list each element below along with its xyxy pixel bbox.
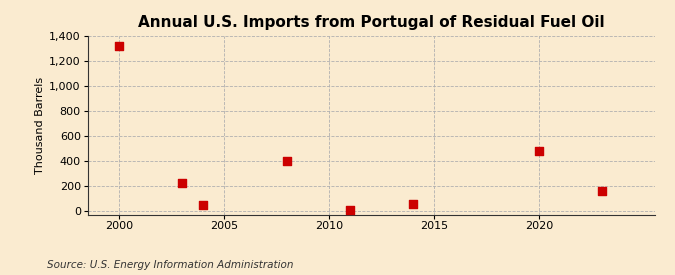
Y-axis label: Thousand Barrels: Thousand Barrels [35, 76, 45, 174]
Point [597, 189, 608, 194]
Point [282, 159, 293, 163]
Point [534, 148, 545, 153]
Point [198, 202, 209, 207]
Point [345, 207, 356, 212]
Point [114, 43, 125, 48]
Point [408, 202, 418, 206]
Text: Source: U.S. Energy Information Administration: Source: U.S. Energy Information Administ… [47, 260, 294, 270]
Title: Annual U.S. Imports from Portugal of Residual Fuel Oil: Annual U.S. Imports from Portugal of Res… [138, 15, 605, 31]
Point [177, 181, 188, 185]
